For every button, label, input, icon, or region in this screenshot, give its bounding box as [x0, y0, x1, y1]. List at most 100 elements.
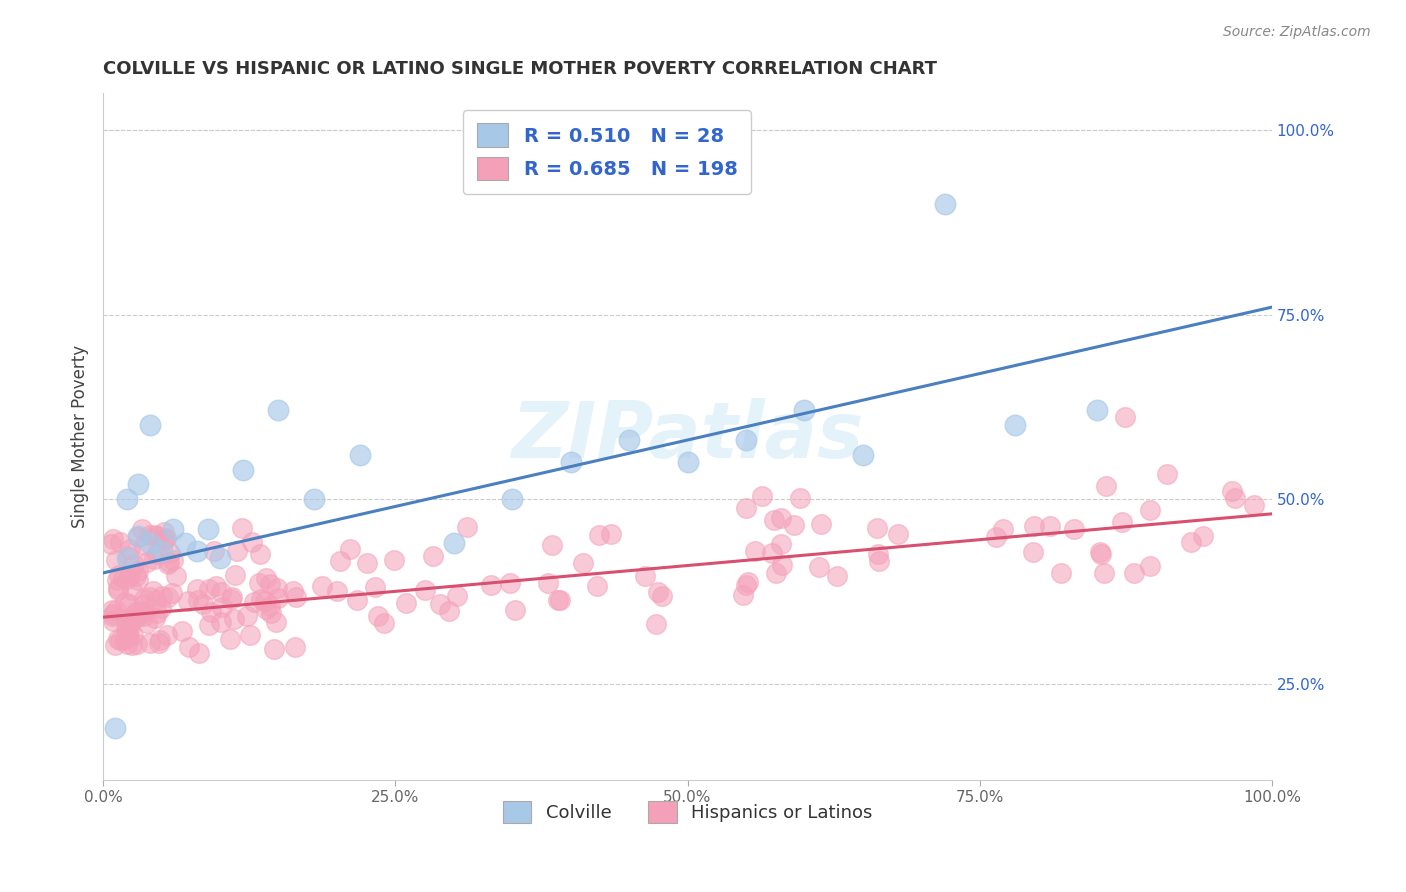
Point [139, 527, 162, 541]
Point [125, 605, 148, 619]
Point [676, 455, 699, 469]
Point [346, 592, 368, 607]
Point [267, 403, 290, 417]
Point [209, 615, 232, 630]
Point [1139, 559, 1161, 574]
Legend: Colville, Hispanics or Latinos: Colville, Hispanics or Latinos [494, 792, 882, 832]
Point [127, 609, 149, 624]
Text: Source: ZipAtlas.com: Source: ZipAtlas.com [1223, 25, 1371, 39]
Point [437, 604, 460, 618]
Point [267, 591, 290, 606]
Point [1243, 498, 1265, 512]
Point [571, 556, 593, 570]
Point [204, 544, 226, 558]
Point [349, 448, 371, 462]
Point [382, 553, 405, 567]
Point [221, 590, 243, 604]
Point [115, 621, 138, 635]
Point [121, 583, 143, 598]
Point [219, 592, 242, 607]
Point [131, 522, 153, 536]
Point [101, 533, 124, 547]
Point [644, 617, 666, 632]
Point [153, 532, 176, 546]
Point [186, 582, 208, 597]
Point [118, 615, 141, 629]
Point [143, 528, 166, 542]
Point [1192, 529, 1215, 543]
Point [100, 537, 122, 551]
Point [101, 607, 124, 622]
Point [761, 546, 783, 560]
Point [131, 604, 153, 618]
Point [617, 433, 640, 447]
Point [115, 492, 138, 507]
Point [1039, 519, 1062, 533]
Point [150, 590, 173, 604]
Point [634, 568, 657, 582]
Point [254, 571, 277, 585]
Point [1225, 491, 1247, 506]
Point [260, 606, 283, 620]
Point [1220, 483, 1243, 498]
Point [825, 569, 848, 583]
Point [239, 628, 262, 642]
Text: COLVILLE VS HISPANIC OR LATINO SINGLE MOTHER POVERTY CORRELATION CHART: COLVILLE VS HISPANIC OR LATINO SINGLE MO… [103, 60, 938, 78]
Point [1085, 403, 1108, 417]
Point [810, 517, 832, 532]
Point [134, 538, 156, 552]
Point [146, 547, 169, 561]
Point [107, 581, 129, 595]
Point [599, 526, 621, 541]
Point [1122, 566, 1144, 580]
Point [127, 574, 149, 588]
Point [249, 547, 271, 561]
Point [770, 558, 793, 573]
Point [783, 518, 806, 533]
Point [1139, 503, 1161, 517]
Point [991, 522, 1014, 536]
Point [499, 576, 522, 591]
Point [127, 529, 149, 543]
Point [104, 553, 127, 567]
Point [1092, 566, 1115, 580]
Point [193, 597, 215, 611]
Point [231, 520, 253, 534]
Point [120, 619, 142, 633]
Point [170, 624, 193, 638]
Point [153, 525, 176, 540]
Point [218, 632, 240, 646]
Point [105, 603, 128, 617]
Point [115, 572, 138, 586]
Point [1088, 545, 1111, 559]
Point [117, 628, 139, 642]
Point [177, 593, 200, 607]
Point [160, 586, 183, 600]
Point [135, 555, 157, 569]
Text: ZIPatlas: ZIPatlas [512, 399, 863, 475]
Point [101, 608, 124, 623]
Point [240, 535, 263, 549]
Point [125, 610, 148, 624]
Point [139, 536, 162, 550]
Point [139, 590, 162, 604]
Point [162, 553, 184, 567]
Point [143, 610, 166, 624]
Point [356, 557, 378, 571]
Point [765, 566, 787, 580]
Point [1156, 467, 1178, 481]
Point [157, 555, 180, 569]
Point [107, 582, 129, 597]
Point [651, 589, 673, 603]
Point [186, 543, 208, 558]
Point [429, 597, 451, 611]
Point [103, 638, 125, 652]
Point [1063, 522, 1085, 536]
Point [156, 628, 179, 642]
Point [329, 554, 352, 568]
Point [148, 636, 170, 650]
Point [107, 567, 129, 582]
Point [208, 551, 231, 566]
Point [162, 522, 184, 536]
Point [150, 543, 173, 558]
